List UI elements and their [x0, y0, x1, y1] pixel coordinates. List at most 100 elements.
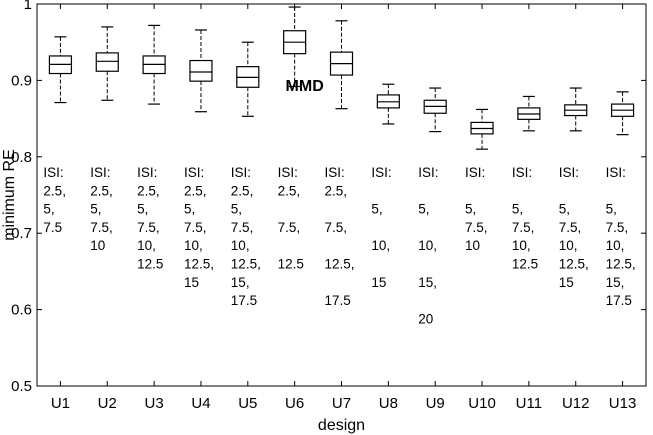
x-tick-label: U10	[468, 395, 496, 412]
isi-value: 10,	[559, 238, 578, 253]
isi-label-U3: ISI: 2.5, 5, 7.5, 10, 12.5	[137, 165, 163, 272]
isi-value: 7.5,	[559, 220, 582, 235]
isi-header: ISI:	[278, 165, 298, 180]
isi-label-U2: ISI: 2.5, 5, 7.5, 10	[90, 165, 113, 253]
y-axis-label: minimum RE	[1, 149, 18, 241]
isi-value: 2.5,	[90, 183, 113, 198]
isi-value: 12.5,	[325, 257, 355, 272]
isi-value: 7.5,	[606, 220, 629, 235]
isi-header: ISI:	[184, 165, 204, 180]
isi-value: 7.5,	[325, 220, 348, 235]
y-tick-label: 0.6	[11, 302, 32, 319]
box-U9	[423, 87, 447, 133]
isi-value: 5,	[512, 202, 523, 217]
isi-value: 15,	[231, 275, 250, 290]
isi-value: 7.5,	[90, 220, 113, 235]
isi-value: 12.5,	[606, 257, 636, 272]
isi-header: ISI:	[43, 165, 63, 180]
x-tick-label: U13	[609, 395, 637, 412]
box-U8	[376, 83, 400, 125]
y-tick-label: 1	[24, 0, 32, 13]
isi-header: ISI:	[418, 165, 438, 180]
isi-value: 10,	[371, 238, 390, 253]
isi-value: 12.5	[512, 257, 538, 272]
isi-value: 12.5	[137, 257, 163, 272]
box-U1	[48, 36, 73, 104]
isi-value: 5,	[606, 202, 617, 217]
isi-label-U12: ISI: 5, 7.5, 10, 12.5, 15	[559, 165, 589, 290]
isi-value: 10,	[231, 238, 250, 253]
isi-label-U10: ISI: 5, 7.5, 10	[465, 165, 488, 253]
isi-value: 5,	[418, 202, 429, 217]
x-tick-label: U6	[285, 395, 304, 412]
isi-value: 2.5,	[325, 183, 348, 198]
box-U6	[283, 6, 307, 88]
isi-header: ISI:	[371, 165, 391, 180]
x-tick-label: U12	[562, 395, 590, 412]
box-U12	[564, 87, 588, 132]
isi-value: 10,	[137, 238, 156, 253]
x-tick-label: U1	[51, 395, 70, 412]
isi-value: 7.5,	[512, 220, 535, 235]
isi-value: 5,	[184, 202, 195, 217]
isi-value: 2.5,	[137, 183, 160, 198]
isi-value: 7.5,	[137, 220, 160, 235]
isi-value: 10	[465, 238, 480, 253]
box-U13	[610, 91, 635, 136]
box-U4	[189, 29, 213, 113]
box-U5	[236, 41, 260, 117]
box-U11	[517, 95, 541, 132]
isi-value: 5,	[43, 202, 54, 217]
isi-value: 17.5	[325, 293, 351, 308]
isi-header: ISI:	[559, 165, 579, 180]
mmd-annotation: MMD	[286, 78, 324, 95]
x-axis: U1 U2 U3 U4 U5 U6 U7 U8 U9 U10 U11 U12 U13	[51, 4, 637, 412]
x-tick-label: U3	[145, 395, 164, 412]
isi-value: 15	[184, 275, 199, 290]
isi-label-U9: ISI: 5, 10, 15, 20	[418, 165, 438, 326]
isi-label-U4: ISI: 2.5, 5, 7.5, 10, 12.5, 15	[184, 165, 214, 290]
isi-value: 2.5,	[184, 183, 207, 198]
isi-header: ISI:	[512, 165, 532, 180]
isi-value: 7.5,	[465, 220, 488, 235]
isi-value: 12.5	[278, 257, 304, 272]
isi-value: 2.5,	[43, 183, 66, 198]
box-series	[48, 6, 635, 150]
isi-value: 12.5,	[184, 257, 214, 272]
box-U3	[142, 24, 166, 105]
isi-label-U6: ISI: 2.5, 7.5, 12.5	[278, 165, 304, 272]
isi-value: 17.5	[231, 293, 257, 308]
isi-value: 5,	[90, 202, 101, 217]
isi-value: 5,	[465, 202, 476, 217]
isi-value: 7.5,	[231, 220, 254, 235]
isi-value: 7.5	[43, 220, 62, 235]
isi-value: 10,	[184, 238, 203, 253]
isi-value: 15	[371, 275, 386, 290]
isi-value: 10,	[606, 238, 625, 253]
x-tick-label: U8	[379, 395, 398, 412]
isi-value: 15,	[606, 275, 625, 290]
isi-header: ISI:	[325, 165, 345, 180]
isi-value: 7.5,	[184, 220, 207, 235]
isi-header: ISI:	[137, 165, 157, 180]
isi-value: 15,	[418, 275, 437, 290]
isi-annotations: ISI: 2.5, 5, 7.5 ISI: 2.5, 5, 7.5, 10 ISI: 2.5, 5, 7…	[43, 165, 635, 326]
isi-header: ISI:	[90, 165, 110, 180]
isi-value: 5,	[371, 202, 382, 217]
isi-label-U1: ISI: 2.5, 5, 7.5	[43, 165, 66, 235]
box-U10	[470, 108, 494, 150]
x-tick-label: U2	[98, 395, 117, 412]
isi-value: 5,	[231, 202, 242, 217]
isi-value: 17.5	[606, 293, 632, 308]
isi-value: 10,	[512, 238, 531, 253]
x-tick-label: U9	[426, 395, 445, 412]
box-iqr	[95, 52, 119, 72]
isi-header: ISI:	[465, 165, 485, 180]
isi-label-U13: ISI: 5, 7.5, 10, 12.5, 15, 17.5	[606, 165, 636, 308]
x-tick-label: U7	[332, 395, 351, 412]
isi-label-U5: ISI: 2.5, 5, 7.5, 10, 12.5, 15, 17.5	[231, 165, 261, 308]
isi-value: 7.5,	[278, 220, 301, 235]
y-axis: 0.5 0.6 0.7 0.8 0.9 1	[11, 0, 646, 395]
isi-value: 12.5,	[231, 257, 261, 272]
